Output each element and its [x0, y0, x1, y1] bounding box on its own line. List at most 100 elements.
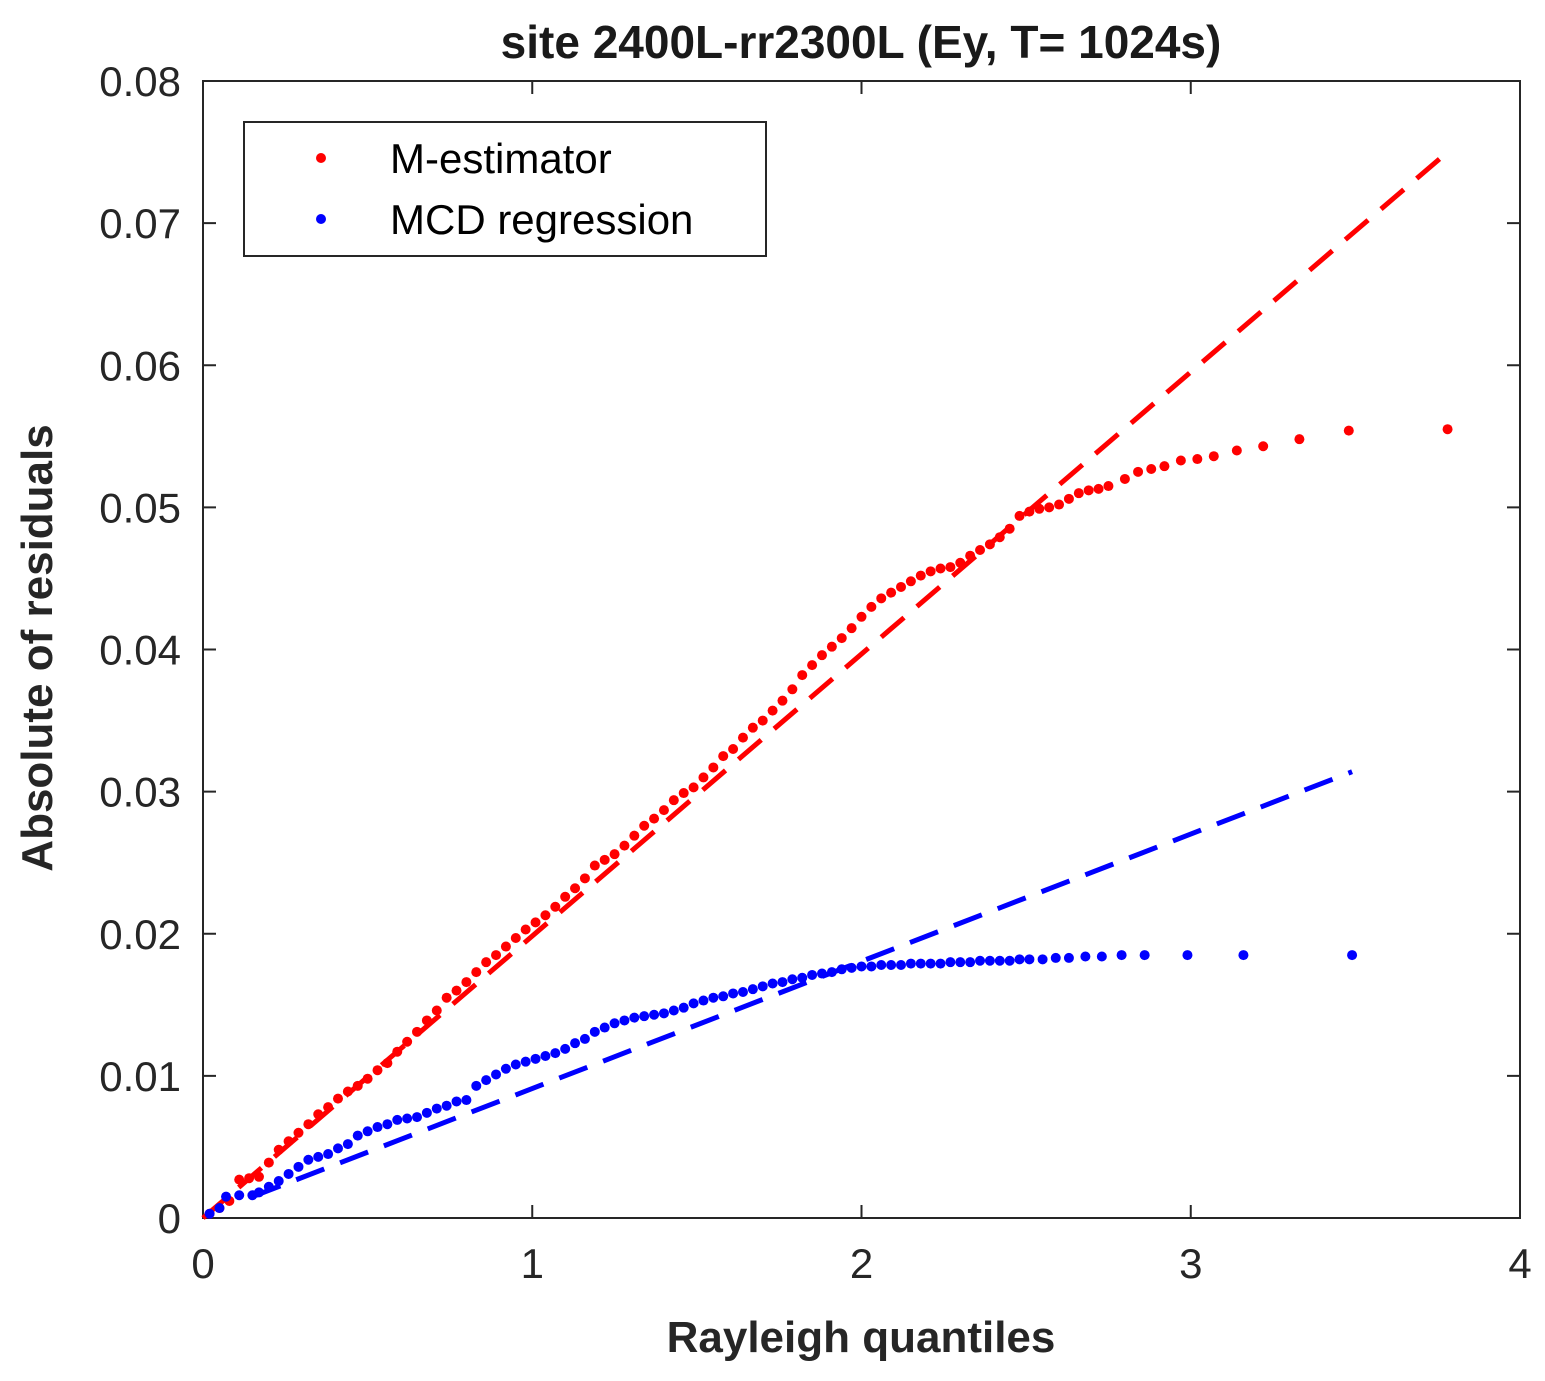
data-point-m-estimator [984, 539, 995, 550]
data-point-m-estimator [915, 570, 926, 581]
data-point-mcd-regression [263, 1181, 274, 1192]
data-point-mcd-regression [1004, 955, 1015, 966]
data-point-m-estimator [905, 576, 916, 587]
data-point-mcd-regression [253, 1187, 264, 1198]
data-point-mcd-regression [668, 1005, 679, 1016]
data-point-m-estimator [708, 762, 719, 773]
data-point-m-estimator [253, 1171, 264, 1182]
data-point-m-estimator [550, 901, 561, 912]
y-tick-label: 0.06 [99, 342, 181, 389]
data-point-mcd-regression [471, 1080, 482, 1091]
data-point-mcd-regression [510, 1059, 521, 1070]
legend-marker-mcd-regression [316, 214, 326, 224]
legend-marker-m-estimator [316, 153, 326, 163]
data-point-mcd-regression [451, 1096, 462, 1107]
data-point-m-estimator [698, 772, 709, 783]
data-point-mcd-regression [540, 1050, 551, 1061]
data-point-m-estimator [777, 695, 788, 706]
data-point-m-estimator [1175, 455, 1186, 466]
data-point-mcd-regression [500, 1063, 511, 1074]
legend-label-mcd-regression: MCD regression [390, 196, 693, 243]
data-point-mcd-regression [1050, 952, 1061, 963]
data-point-mcd-regression [984, 955, 995, 966]
data-point-m-estimator [757, 715, 768, 726]
data-point-m-estimator [579, 873, 590, 884]
x-tick-label: 2 [850, 1240, 873, 1287]
data-point-mcd-regression [421, 1107, 432, 1118]
data-point-mcd-regression [747, 984, 758, 995]
data-point-mcd-regression [392, 1114, 403, 1125]
data-point-m-estimator [589, 860, 600, 871]
data-point-mcd-regression [688, 998, 699, 1009]
data-point-m-estimator [856, 611, 867, 622]
data-point-mcd-regression [698, 995, 709, 1006]
axis-ticks: 0 1 2 3 4 0 0.01 0.02 0.03 0.04 0.05 0.06 0.07 0.08 [99, 58, 1531, 1287]
data-point-m-estimator [1343, 425, 1354, 436]
data-point-m-estimator [787, 684, 798, 695]
data-point-m-estimator [609, 849, 620, 860]
data-point-m-estimator [481, 957, 492, 968]
x-axis-label: Rayleigh quantiles [667, 1313, 1056, 1362]
data-point-m-estimator [678, 788, 689, 799]
data-point-m-estimator [431, 1005, 442, 1016]
data-point-m-estimator [886, 587, 897, 598]
data-point-mcd-regression [283, 1168, 294, 1179]
data-point-m-estimator [332, 1093, 343, 1104]
data-point-mcd-regression [975, 955, 986, 966]
data-point-mcd-regression [323, 1149, 334, 1160]
data-point-m-estimator [1054, 499, 1065, 510]
data-point-m-estimator [767, 705, 778, 716]
data-point-mcd-regression [757, 981, 768, 992]
data-point-m-estimator [1004, 523, 1015, 534]
data-point-m-estimator [718, 751, 729, 762]
data-point-mcd-regression [234, 1190, 245, 1201]
data-point-m-estimator [412, 1026, 423, 1037]
data-point-mcd-regression [372, 1122, 383, 1133]
data-point-mcd-regression [708, 992, 719, 1003]
data-point-mcd-regression [1096, 951, 1107, 962]
data-point-m-estimator [362, 1073, 373, 1084]
fit-line-mcd-regression [251, 769, 1353, 1200]
data-point-m-estimator [925, 566, 936, 577]
series-m-estimator [204, 424, 1453, 1219]
data-point-mcd-regression [994, 955, 1005, 966]
data-point-m-estimator [461, 977, 472, 988]
data-point-mcd-regression [886, 960, 897, 971]
data-point-m-estimator [1146, 464, 1157, 475]
data-point-mcd-regression [639, 1011, 650, 1022]
data-point-m-estimator [451, 985, 462, 996]
data-point-mcd-regression [1238, 950, 1249, 961]
data-point-m-estimator [520, 924, 531, 935]
data-point-mcd-regression [204, 1208, 215, 1219]
data-point-m-estimator [471, 967, 482, 978]
data-point-mcd-regression [221, 1191, 232, 1202]
data-point-m-estimator [1258, 441, 1269, 452]
data-point-mcd-regression [876, 960, 887, 971]
legend: M-estimator MCD regression [243, 121, 767, 257]
data-point-mcd-regression [560, 1043, 571, 1054]
data-point-m-estimator [935, 563, 946, 574]
data-point-m-estimator [263, 1157, 274, 1168]
data-point-m-estimator [560, 891, 571, 902]
data-point-m-estimator [896, 581, 907, 592]
data-point-m-estimator [619, 840, 630, 851]
data-point-m-estimator [1073, 488, 1084, 499]
data-points [204, 424, 1453, 1219]
data-point-mcd-regression [352, 1130, 363, 1141]
series-mcd-regression [204, 950, 1358, 1219]
data-point-m-estimator [965, 550, 976, 561]
data-point-m-estimator [540, 910, 551, 921]
data-point-mcd-regression [846, 962, 857, 973]
data-point-m-estimator [994, 532, 1005, 543]
data-point-m-estimator [1083, 485, 1094, 496]
y-tick-label: 0.02 [99, 911, 181, 958]
data-point-mcd-regression [1014, 954, 1025, 965]
data-point-mcd-regression [293, 1161, 304, 1172]
data-point-mcd-regression [362, 1126, 373, 1137]
data-point-mcd-regression [461, 1095, 472, 1106]
data-point-m-estimator [1093, 483, 1104, 494]
data-point-mcd-regression [787, 974, 798, 985]
data-point-m-estimator [402, 1036, 413, 1047]
data-point-mcd-regression [589, 1026, 600, 1037]
